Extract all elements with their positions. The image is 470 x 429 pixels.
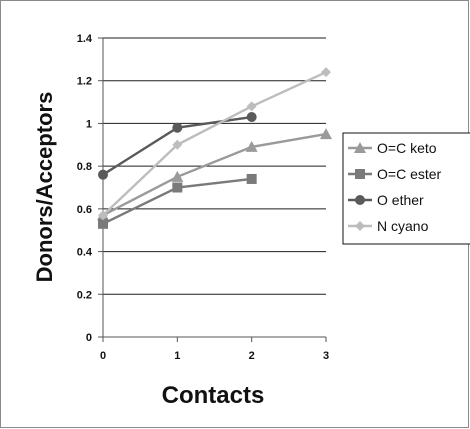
data-point	[246, 112, 257, 123]
series-o-ether	[98, 112, 257, 180]
y-tick-labels: 0 0.2 0.4 0.6 0.8 1 1.2 1.4	[77, 33, 103, 344]
data-point	[245, 140, 258, 152]
series-line	[102, 71, 327, 217]
data-point	[98, 210, 108, 221]
series-o-c-ester	[98, 173, 257, 229]
data-point	[171, 170, 184, 182]
axes	[102, 38, 326, 338]
y-tick-label: 0.2	[77, 289, 92, 301]
legend-marker	[355, 221, 365, 231]
legend-marker	[354, 142, 366, 153]
x-tick-label: 0	[100, 350, 106, 362]
legend-label: O=C ester	[377, 166, 442, 182]
legend-marker	[355, 195, 365, 205]
y-tick-label: 0.4	[77, 247, 93, 259]
y-tick-label: 1.2	[77, 76, 92, 88]
y-tick-label: 0.6	[77, 204, 92, 216]
x-axis-title: Contacts	[162, 382, 265, 409]
x-tick-labels: 0 1 2 3	[100, 337, 329, 362]
data-point	[246, 101, 257, 112]
y-tick-label: 0.8	[77, 161, 92, 173]
gridlines	[103, 37, 326, 295]
data-point	[246, 173, 257, 184]
x-tick-label: 3	[323, 350, 329, 362]
legend-items: O=C keto O=C ester O ether N cyano	[348, 140, 442, 234]
data-point	[321, 67, 331, 78]
data-point	[98, 169, 108, 180]
series	[97, 67, 332, 229]
data-point	[98, 218, 108, 229]
y-tick-label: 1.4	[77, 33, 93, 45]
x-tick-label: 1	[174, 350, 180, 362]
series-n-cyano	[98, 67, 331, 221]
series-o-c-keto	[97, 128, 332, 221]
data-point	[320, 128, 332, 140]
legend-item: N cyano	[348, 218, 429, 234]
legend-label: O ether	[377, 192, 424, 208]
y-axis-title: Donors/Acceptors	[32, 92, 57, 283]
legend-item: O=C keto	[348, 140, 437, 156]
legend-item: O=C ester	[348, 166, 442, 182]
legend: O=C keto O=C ester O ether N cyano	[342, 132, 470, 245]
series-line	[102, 132, 327, 217]
y-tick-label: 0	[86, 332, 92, 344]
data-point	[172, 182, 183, 193]
legend-label: O=C keto	[377, 140, 437, 156]
data-point	[172, 122, 183, 133]
legend-marker	[355, 169, 365, 179]
y-tick-label: 1	[86, 118, 92, 130]
data-point	[172, 139, 183, 150]
legend-item: O ether	[348, 192, 424, 208]
x-tick-label: 2	[249, 350, 255, 362]
legend-label: N cyano	[377, 218, 429, 234]
